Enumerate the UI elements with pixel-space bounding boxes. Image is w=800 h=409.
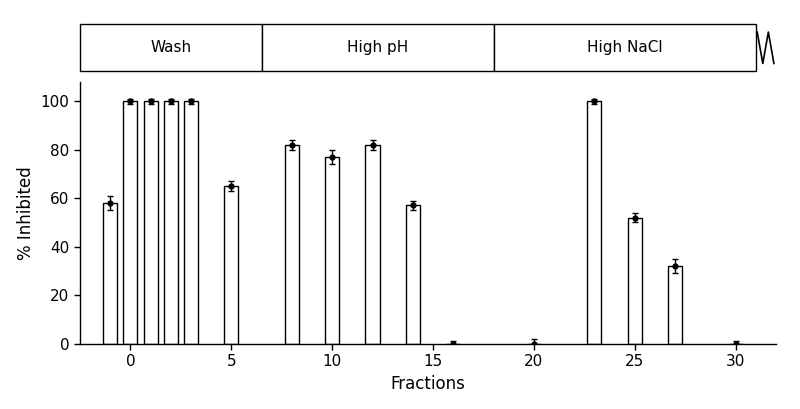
- Bar: [184, 101, 198, 344]
- Bar: [285, 145, 299, 344]
- Bar: [366, 145, 379, 344]
- Y-axis label: % Inhibited: % Inhibited: [17, 166, 35, 260]
- Bar: [164, 101, 178, 344]
- Text: Wash: Wash: [150, 40, 191, 55]
- FancyBboxPatch shape: [494, 24, 756, 71]
- Bar: [224, 186, 238, 344]
- FancyBboxPatch shape: [262, 24, 494, 71]
- Bar: [406, 205, 420, 344]
- Text: High NaCl: High NaCl: [587, 40, 662, 55]
- X-axis label: Fractions: Fractions: [390, 375, 466, 393]
- Bar: [123, 101, 138, 344]
- Bar: [103, 203, 118, 344]
- Text: High pH: High pH: [347, 40, 408, 55]
- FancyBboxPatch shape: [80, 24, 262, 71]
- Bar: [628, 218, 642, 344]
- Bar: [668, 266, 682, 344]
- Bar: [325, 157, 339, 344]
- Bar: [587, 101, 602, 344]
- Bar: [143, 101, 158, 344]
